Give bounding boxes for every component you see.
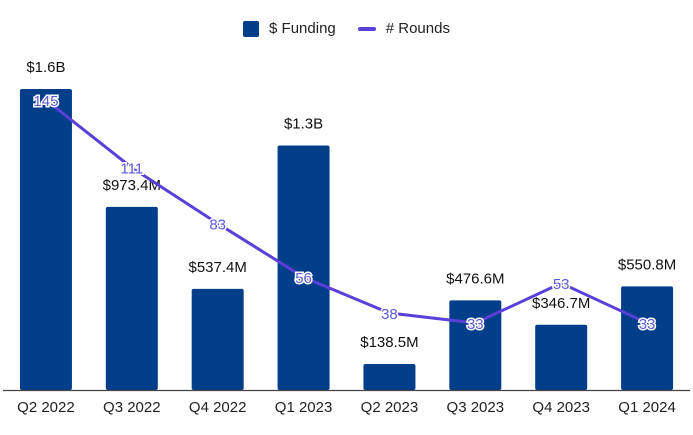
rounds-value-label: 145 bbox=[33, 93, 58, 110]
bar-q3-2022[interactable] bbox=[105, 206, 158, 390]
legend-label-rounds: # Rounds bbox=[385, 20, 450, 37]
legend-item-funding[interactable]: $ Funding bbox=[243, 20, 336, 37]
rounds-line[interactable] bbox=[45, 98, 648, 325]
bar-q2-2022[interactable] bbox=[19, 89, 72, 390]
rounds-value-label: 83 bbox=[209, 216, 226, 233]
rounds-line-group bbox=[45, 98, 648, 325]
bar-value-label: $537.4M bbox=[189, 259, 247, 276]
rounds-swatch-icon bbox=[357, 26, 376, 31]
bar-value-label: $1.3B bbox=[284, 115, 323, 132]
bar-value-label: $1.6B bbox=[26, 59, 65, 76]
funding-swatch-icon bbox=[243, 20, 260, 37]
x-tick-label: Q4 2023 bbox=[532, 399, 590, 416]
rounds-value-label: 33 bbox=[467, 316, 484, 333]
x-tick-label: Q1 2024 bbox=[618, 399, 676, 416]
bar-q1-2024[interactable] bbox=[621, 286, 674, 390]
bar-q4-2022[interactable] bbox=[191, 288, 244, 390]
bar-value-label: $476.6M bbox=[446, 270, 504, 287]
bars-group bbox=[19, 89, 674, 390]
bar-value-label: $138.5M bbox=[360, 334, 418, 351]
rounds-labels-group: 145 111 83 56 38 33 53 33 bbox=[32, 92, 657, 335]
bar-labels-group: $1.6B $973.4M $537.4M $1.3B $138.5M $476.6M $3… bbox=[25, 58, 678, 353]
rounds-value-label: 53 bbox=[553, 276, 570, 293]
bar-value-label: $973.4M bbox=[103, 177, 161, 194]
legend-label-funding: $ Funding bbox=[269, 20, 336, 37]
rounds-value-label: 38 bbox=[381, 306, 398, 323]
x-tick-label: Q3 2023 bbox=[447, 399, 505, 416]
rounds-value-label: 33 bbox=[639, 316, 656, 333]
bar-q1-2023[interactable] bbox=[277, 145, 330, 390]
bar-value-label: $550.8M bbox=[618, 256, 676, 273]
x-tick-label: Q3 2022 bbox=[103, 399, 161, 416]
bar-q4-2023[interactable] bbox=[535, 324, 588, 390]
chart-legend: $ Funding # Rounds bbox=[0, 20, 693, 37]
x-tick-label: Q2 2022 bbox=[17, 399, 75, 416]
rounds-value-label: 56 bbox=[295, 270, 312, 287]
x-tick-labels-group: Q2 2022 Q3 2022 Q4 2022 Q1 2023 Q2 2023 Q3 20… bbox=[17, 399, 676, 416]
legend-item-rounds[interactable]: # Rounds bbox=[357, 20, 450, 37]
x-tick-label: Q4 2022 bbox=[189, 399, 247, 416]
bar-value-label: $346.7M bbox=[532, 295, 590, 312]
x-tick-label: Q2 2023 bbox=[361, 399, 419, 416]
bar-q2-2023[interactable] bbox=[363, 363, 416, 390]
x-tick-label: Q1 2023 bbox=[275, 399, 333, 416]
rounds-value-label: 111 bbox=[120, 161, 143, 178]
